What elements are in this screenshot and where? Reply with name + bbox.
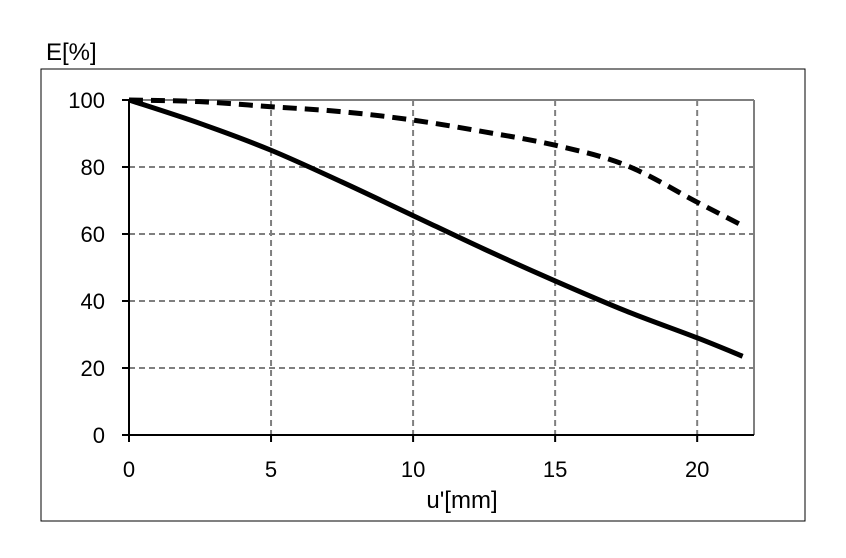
x-tick-label: 20 [685,457,709,482]
gridlines [129,99,755,435]
tick-labels: 0 20 40 60 80 100 0 5 10 15 20 [68,88,709,482]
x-tick-label: 15 [543,457,567,482]
y-axis-title: E[%] [46,39,97,66]
chart-area-frame [40,68,806,522]
y-tick-label: 40 [81,289,105,314]
axes [122,99,754,442]
series-lines [128,97,744,359]
y-tick-label: 100 [68,88,105,113]
y-tick-label: 0 [93,423,105,448]
y-tick-label: 20 [81,356,105,381]
dashed-series-line [128,97,744,228]
x-axis-title: u'[mm] [426,487,497,514]
solid-series-line [128,97,744,359]
x-tick-label: 0 [123,457,135,482]
x-tick-label: 5 [265,457,277,482]
y-tick-label: 80 [81,155,105,180]
x-tick-label: 10 [401,457,425,482]
y-tick-label: 60 [81,222,105,247]
